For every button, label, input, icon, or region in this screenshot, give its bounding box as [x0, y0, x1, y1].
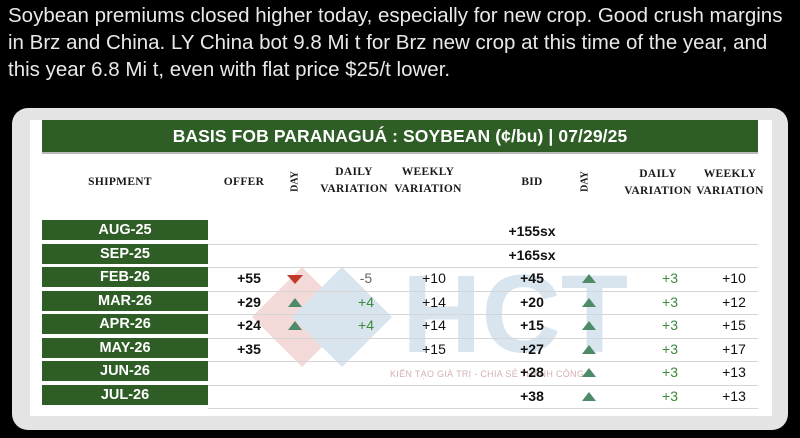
attached-image[interactable]: BASIS FOB PARANAGUÁ : SOYBEAN (¢/bu) | 0… — [12, 108, 788, 430]
shipment-cell: APR-26 — [42, 314, 208, 336]
bid-cell: +28 — [520, 364, 544, 380]
table-row: +29 +4 +14 +20 +3 +12 — [208, 291, 758, 315]
header-bid: BID — [521, 176, 543, 188]
offer-daily-variation: +4 — [358, 293, 374, 310]
shipment-cell: MAR-26 — [42, 290, 208, 313]
header-day-bid: DAY — [579, 171, 591, 192]
up-arrow-icon — [582, 321, 596, 330]
watermark-tagline: KIẾN TẠO GIÁ TRỊ - CHIA SẺ THÀNH CÔNG — [390, 369, 585, 379]
bid-cell: +15 — [520, 317, 544, 333]
bid-daily-variation: +3 — [662, 317, 678, 333]
up-arrow-icon — [582, 368, 596, 377]
bid-daily-variation: +3 — [662, 293, 678, 310]
table-row: +28 +3 +13 — [208, 361, 758, 386]
shipment-cell: JUL-26 — [42, 384, 208, 407]
table-row: +55 -5 +10 +45 +3 +10 — [208, 267, 758, 292]
bid-cell: +20 — [520, 293, 544, 310]
header-daily-variation-offer: DAILY VARIATION — [320, 166, 388, 195]
offer-cell: +55 — [237, 270, 261, 286]
up-arrow-icon — [582, 391, 596, 401]
up-arrow-icon — [288, 297, 302, 307]
post-text: Soybean premiums closed higher today, es… — [8, 4, 783, 81]
bid-daily-variation: +3 — [662, 340, 678, 357]
offer-daily-variation: +4 — [358, 317, 374, 333]
bid-weekly-variation: +13 — [722, 364, 746, 380]
bid-daily-variation: +3 — [662, 364, 678, 380]
offer-weekly-variation: +14 — [422, 293, 446, 310]
bid-weekly-variation: +10 — [722, 270, 746, 286]
shipment-cell: FEB-26 — [42, 267, 208, 289]
offer-cell: +24 — [237, 317, 261, 333]
up-arrow-icon — [288, 321, 302, 330]
bid-cell: +45 — [520, 270, 544, 286]
bid-weekly-variation: +15 — [722, 317, 746, 333]
table-row: +24 +4 +14 +15 +3 +15 — [208, 314, 758, 339]
table-row: +155sx — [208, 220, 758, 245]
bid-cell: +27 — [520, 340, 544, 357]
shipment-cell: JUN-26 — [42, 361, 208, 383]
header-daily-variation-bid: DAILY VARIATION — [624, 168, 692, 197]
bid-daily-variation: +3 — [662, 387, 678, 404]
offer-weekly-variation: +10 — [422, 270, 446, 286]
bid-cell: +155sx — [508, 223, 556, 239]
offer-daily-variation: -5 — [359, 270, 373, 286]
down-arrow-icon — [287, 275, 303, 284]
bid-cell: +38 — [520, 387, 544, 404]
header-weekly-variation-bid: WEEKLY VARIATION — [696, 168, 764, 197]
basis-table: BASIS FOB PARANAGUÁ : SOYBEAN (¢/bu) | 0… — [30, 120, 772, 416]
offer-cell: +35 — [237, 340, 261, 357]
bid-daily-variation: +3 — [662, 270, 678, 286]
up-arrow-icon — [582, 344, 596, 354]
shipment-cell: MAY-26 — [42, 337, 208, 360]
table-title: BASIS FOB PARANAGUÁ : SOYBEAN (¢/bu) | 0… — [42, 120, 758, 154]
header-weekly-variation-offer: WEEKLY VARIATION — [394, 166, 462, 195]
bid-cell: +165sx — [508, 246, 556, 263]
shipment-cell: SEP-25 — [42, 243, 208, 266]
offer-cell: +29 — [237, 293, 261, 310]
up-arrow-icon — [582, 274, 596, 283]
header-day-offer: DAY — [289, 171, 301, 192]
bid-weekly-variation: +17 — [722, 340, 746, 357]
header-shipment: SHIPMENT — [88, 176, 152, 188]
table-row: +165sx — [208, 244, 758, 268]
bid-weekly-variation: +12 — [722, 293, 746, 310]
header-offer: OFFER — [223, 176, 265, 188]
offer-weekly-variation: +14 — [422, 317, 446, 333]
offer-weekly-variation: +15 — [422, 340, 446, 357]
bid-weekly-variation: +13 — [722, 387, 746, 404]
table-row: +38 +3 +13 — [208, 385, 758, 409]
up-arrow-icon — [582, 297, 596, 307]
table-row: +35 +15 +27 +3 +17 — [208, 338, 758, 362]
shipment-cell: AUG-25 — [42, 220, 208, 242]
